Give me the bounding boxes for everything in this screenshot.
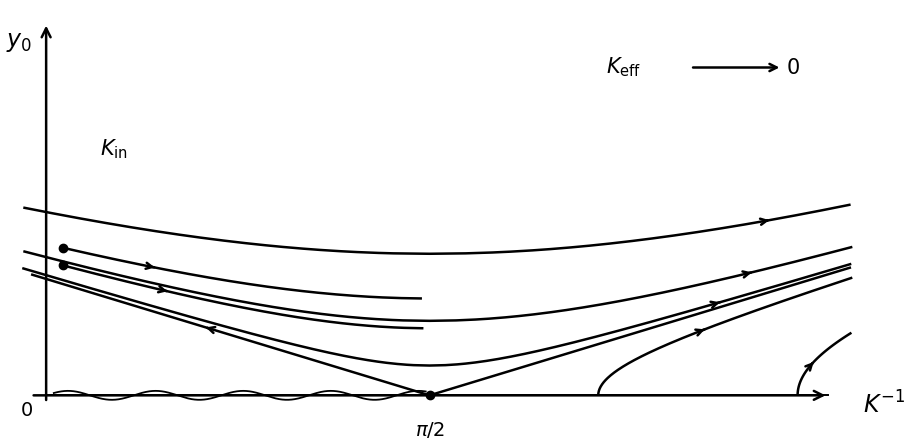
Text: $K_\mathrm{eff}$: $K_\mathrm{eff}$ (606, 56, 641, 79)
Text: $0$: $0$ (20, 401, 34, 420)
Text: $y_0$: $y_0$ (6, 30, 32, 54)
Text: $K_\mathrm{in}$: $K_\mathrm{in}$ (100, 138, 128, 161)
Text: $K^{-1}$: $K^{-1}$ (863, 391, 905, 418)
Text: $0$: $0$ (786, 57, 800, 78)
Text: $\pi/2$: $\pi/2$ (415, 420, 445, 439)
